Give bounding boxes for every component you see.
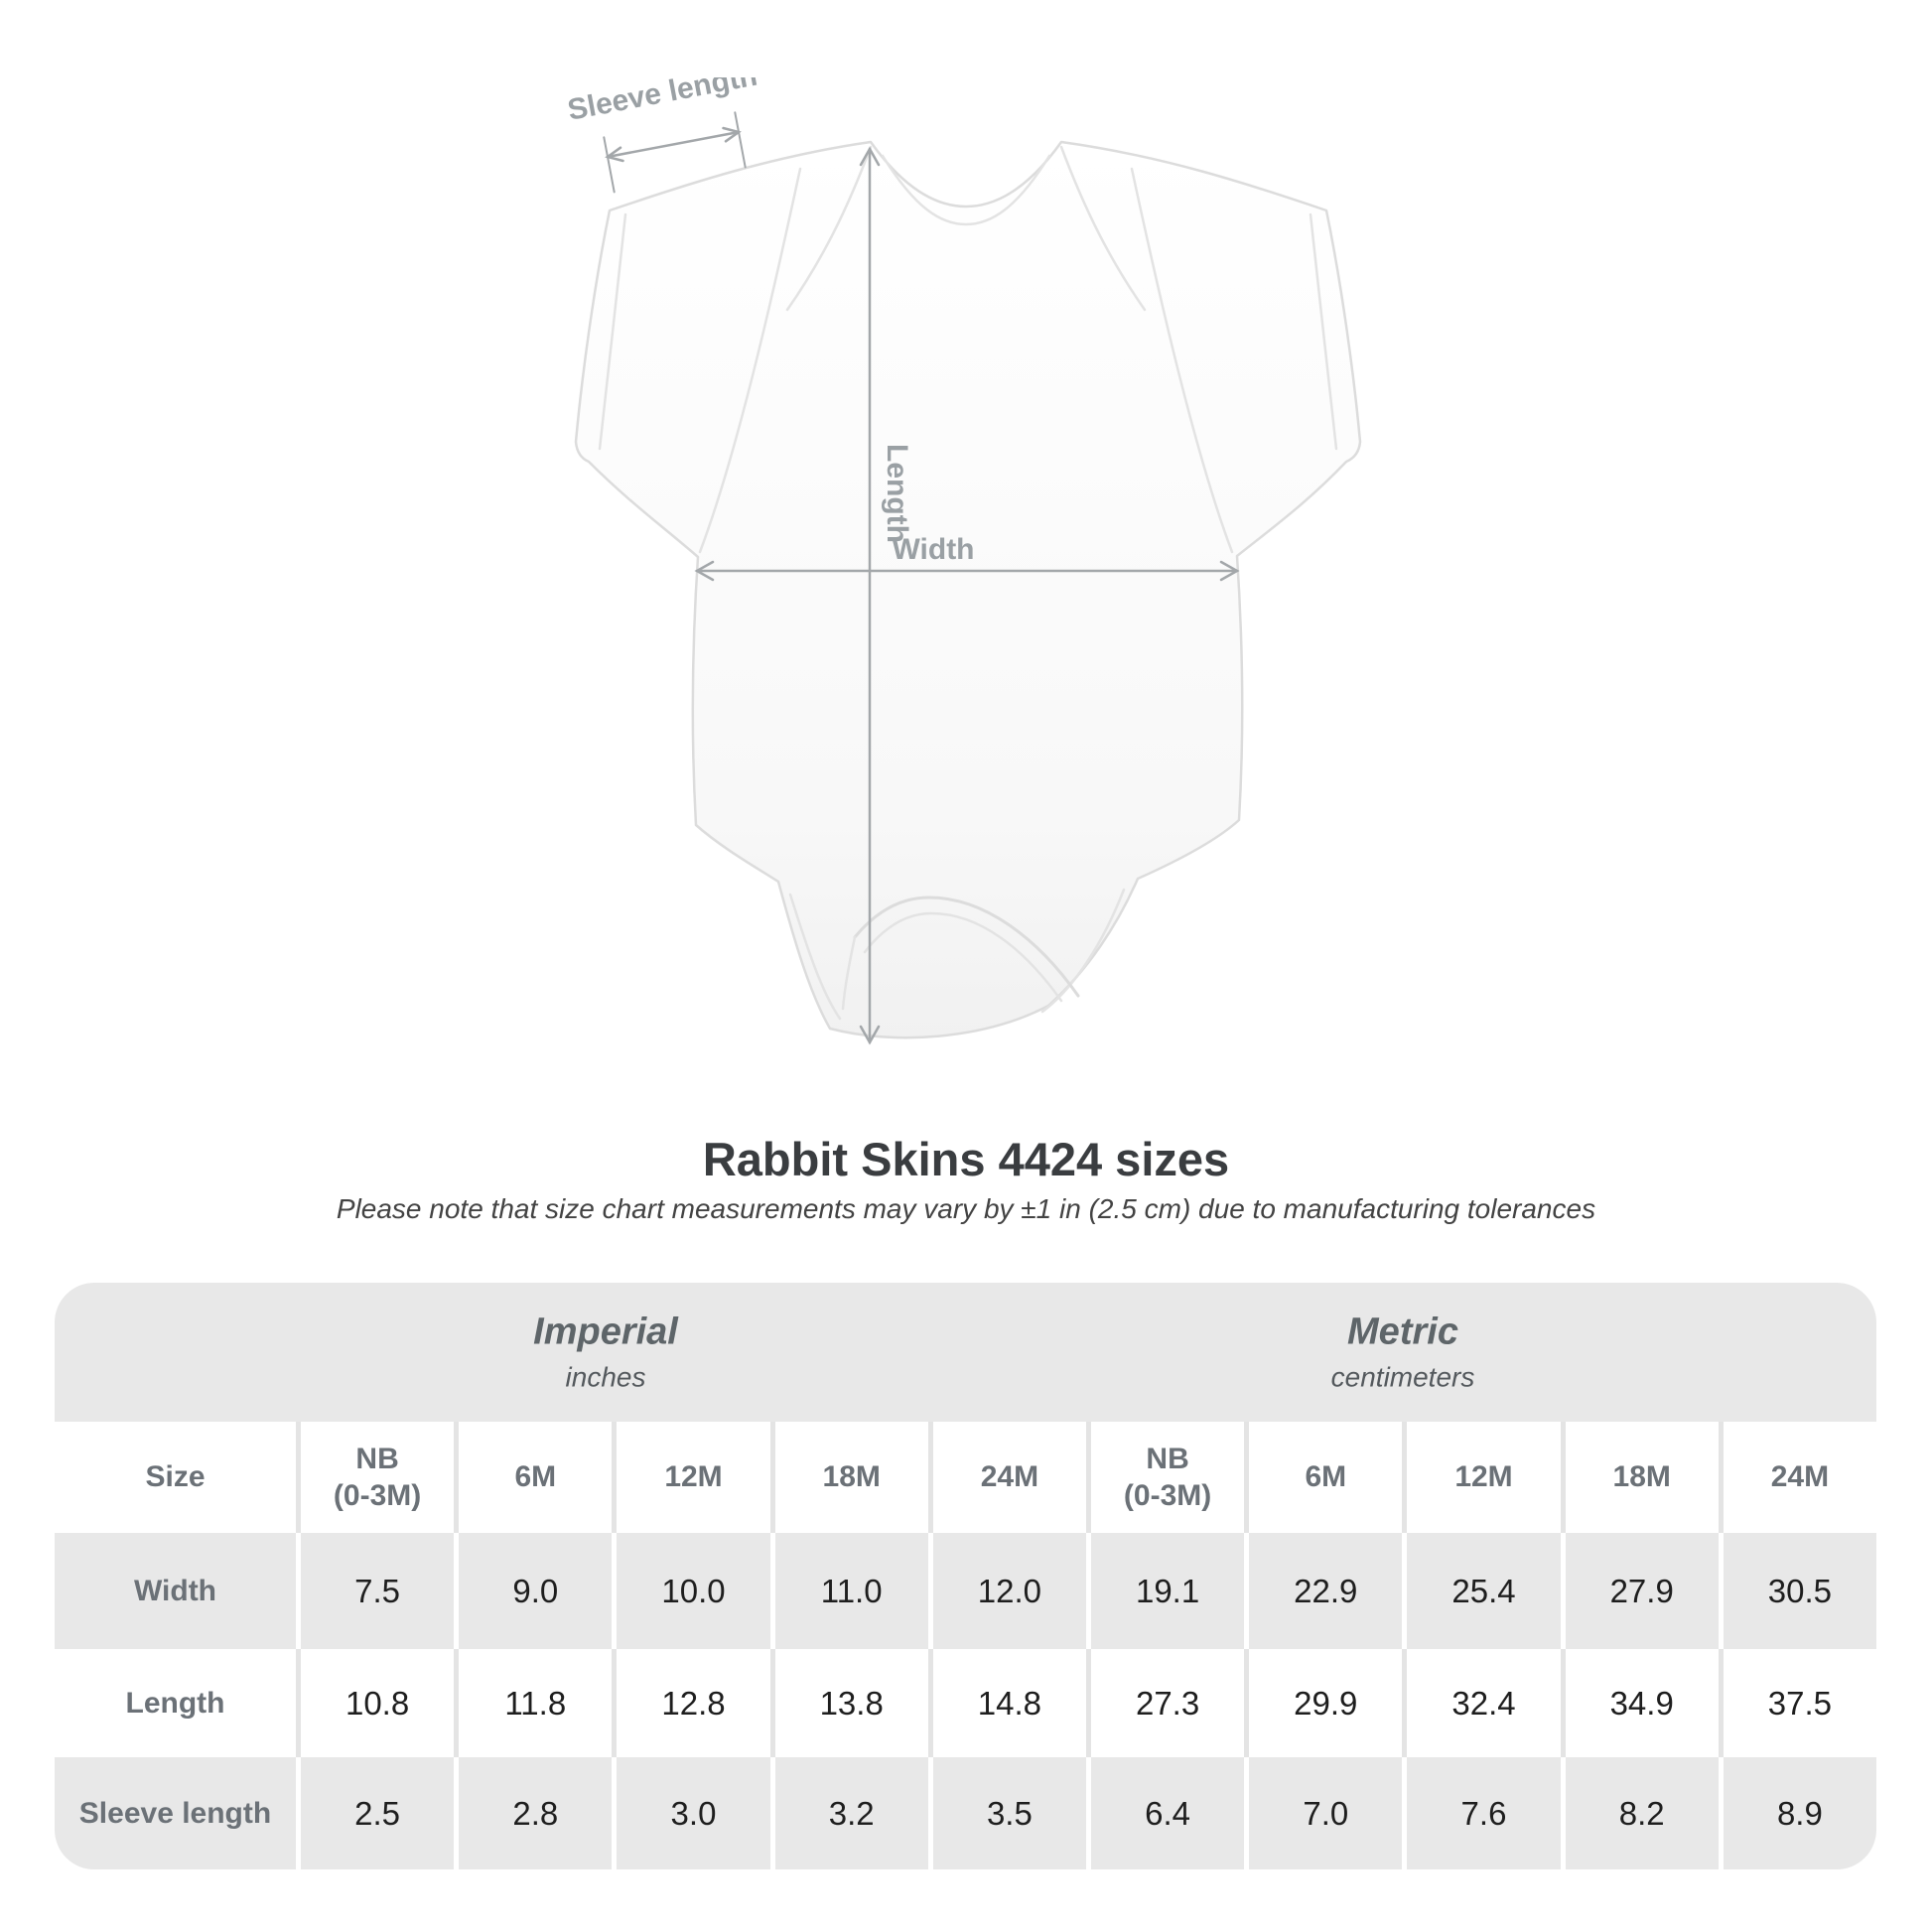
left-lap-shoulder-seam [785,145,873,312]
size-table: Imperial inches Metric centimeters Size … [55,1283,1876,1869]
size-header-metric-18m: 18M [1560,1422,1719,1533]
crotch-flap-stitch [863,911,1063,1003]
size-header-imperial-6m: 6M [454,1422,612,1533]
crotch-flap-edge [853,896,1080,998]
table-cell: 10.0 [612,1533,770,1649]
size-column-header: Size [145,1460,206,1494]
table-cell: 3.2 [769,1757,928,1869]
table-cell: 11.0 [769,1533,928,1649]
collar-seam [881,154,1051,226]
imperial-label: Imperial [533,1311,678,1353]
table-cell: 27.9 [1560,1533,1719,1649]
width-label: Width [892,533,974,566]
table-cell: 11.8 [454,1649,612,1757]
measurement-annotations [603,111,1240,1045]
table-cell: 2.5 [296,1757,455,1869]
left-armhole-seam [698,167,802,554]
row-label-sleeve-length: Sleeve length [55,1757,296,1869]
table-cell: 19.1 [1085,1533,1245,1649]
table-cell: 22.9 [1244,1533,1403,1649]
size-header-metric-6m: 6M [1244,1422,1402,1533]
length-label: Length [881,444,913,543]
row-label-width: Width [55,1533,296,1649]
table-cell: 12.0 [927,1533,1086,1649]
table-cell: 8.9 [1718,1757,1876,1869]
table-cell: 7.6 [1402,1757,1561,1869]
table-cell: 3.0 [612,1757,770,1869]
metric-unit-label: centimeters [1330,1361,1475,1393]
left-leg-binding-seam [788,893,842,1021]
table-cell: 29.9 [1244,1649,1402,1757]
table-cell: 2.8 [454,1757,613,1869]
onesie-diagram: Sleeve length Length Width [565,77,1362,1045]
metric-label: Metric [1347,1311,1458,1353]
table-cell: 8.2 [1560,1757,1719,1869]
right-lap-shoulder-seam [1059,145,1147,312]
table-cell: 30.5 [1718,1533,1876,1649]
table-cell: 13.8 [769,1649,928,1757]
size-header-metric-12m: 12M [1402,1422,1560,1533]
table-cell: 32.4 [1402,1649,1560,1757]
sleeve-length-arrow [603,111,747,194]
table-cell: 25.4 [1402,1533,1561,1649]
table-cell: 10.8 [296,1649,454,1757]
table-cell: 34.9 [1560,1649,1719,1757]
length-arrow [859,146,881,1045]
imperial-unit-label: inches [565,1361,646,1393]
sleeve-length-label: Sleeve length [565,77,759,127]
size-header-imperial-nb: NB (0-3M) [296,1422,454,1533]
table-cell: 37.5 [1718,1649,1876,1757]
table-unit-band: Imperial inches Metric centimeters [55,1283,1876,1422]
bodysuit-seams [598,145,1338,1021]
page-subtitle: Please note that size chart measurements… [336,1193,1596,1224]
imperial-group: Imperial inches [533,1311,678,1394]
table-cell: 9.0 [454,1533,613,1649]
width-arrow [694,560,1240,582]
row-label-length: Length [125,1686,225,1720]
table-cell: 14.8 [927,1649,1086,1757]
table-cell: 12.8 [612,1649,769,1757]
size-header-metric-24m: 24M [1718,1422,1876,1533]
crotch-flap-left-edge [841,935,857,1011]
right-leg-binding-seam [1040,888,1126,1014]
table-cell: 7.0 [1244,1757,1403,1869]
metric-group: Metric centimeters [1331,1311,1475,1394]
size-header-imperial-24m: 24M [927,1422,1086,1533]
right-armhole-seam [1130,167,1234,554]
table-cell: 3.5 [927,1757,1086,1869]
table-cell: 27.3 [1085,1649,1244,1757]
table-cell: 6.4 [1085,1757,1245,1869]
size-header-imperial-12m: 12M [612,1422,769,1533]
table-cell: 7.5 [296,1533,455,1649]
right-cuff-seam [1309,212,1338,451]
size-header-imperial-18m: 18M [769,1422,928,1533]
left-cuff-seam [598,212,627,451]
page-title: Rabbit Skins 4424 sizes [702,1133,1230,1185]
size-header-metric-nb: NB (0-3M) [1085,1422,1244,1533]
